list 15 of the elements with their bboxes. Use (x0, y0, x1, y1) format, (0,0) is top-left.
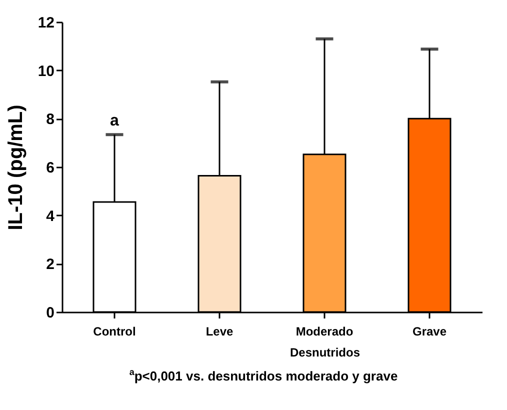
y-tick-label: 0 (46, 304, 54, 322)
y-tick-label: 8 (46, 111, 54, 128)
y-tick-label: 12 (38, 14, 54, 32)
x-tick-label: Grave (412, 324, 447, 338)
x-tick-label: Control (93, 324, 136, 338)
y-axis-title: IL-10 (pg/mL) (4, 104, 27, 230)
x-tick-label: Leve (206, 324, 234, 338)
y-tick-label: 2 (46, 256, 54, 274)
annotation: a (110, 112, 120, 130)
y-tick-label: 4 (46, 208, 56, 225)
x-axis-title: Desnutridos (290, 346, 360, 360)
x-tick-label: Moderado (296, 324, 354, 338)
y-tick-label: 6 (46, 160, 54, 176)
text: $^{a}$p<0,001 vs. desnutridos moderado y grave (128, 367, 399, 384)
y-tick-label: 10 (38, 62, 54, 80)
